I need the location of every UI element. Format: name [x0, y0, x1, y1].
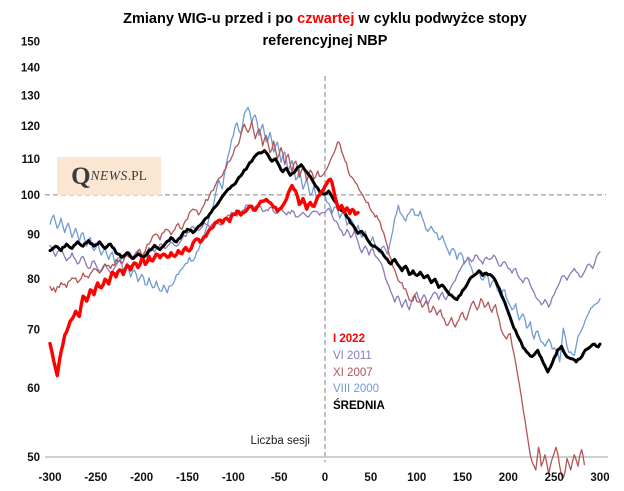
x-tick-label: 200 [499, 472, 518, 484]
series-srednia [48, 149, 602, 374]
x-tick-label: 0 [322, 472, 328, 484]
y-tick-label: 90 [27, 230, 40, 242]
x-tick-label: -250 [84, 472, 107, 484]
y-tick-label: 50 [27, 452, 40, 464]
legend-item-vi-2011: VI 2011 [333, 349, 372, 362]
watermark-pl: .PL [127, 168, 147, 183]
legend: I 2022 VI 2011 XI 2007 VIII 2000 ŚREDNIA [333, 331, 385, 415]
y-tick-label: 120 [21, 121, 40, 133]
y-tick-label: 70 [27, 325, 40, 337]
y-tick-label: 140 [21, 63, 40, 75]
watermark-news: NEWS [90, 168, 128, 183]
x-tick-label: -100 [222, 472, 245, 484]
watermark-q: Q [71, 162, 91, 190]
x-tick-label: 300 [590, 472, 609, 484]
legend-item-viii-2000: VIII 2000 [333, 383, 380, 396]
qnews-watermark: Q NEWS .PL [57, 157, 161, 195]
x-tick-label: 50 [364, 472, 377, 484]
legend-item-srednia: ŚREDNIA [333, 400, 385, 413]
chart-title: Zmiany WIG-u przed i po czwartej w cyklu… [26, 8, 624, 52]
x-tick-label: 100 [407, 472, 426, 484]
y-tick-label: 100 [21, 190, 40, 202]
y-tick-label: 60 [27, 383, 40, 395]
title-line2: referencyjnej NBP [262, 33, 388, 49]
series-viii-2000 [49, 106, 601, 363]
x-tick-label: 250 [545, 472, 564, 484]
series-xi-2007 [49, 120, 586, 479]
x-axis-title: Liczba sesji [250, 435, 310, 447]
y-tick-label: 110 [21, 154, 40, 166]
legend-item-xi-2007: XI 2007 [333, 366, 373, 379]
x-tick-label: -200 [130, 472, 153, 484]
title-highlight: czwartej [297, 11, 355, 27]
title-part1: Zmiany WIG-u przed i po [123, 11, 294, 27]
legend-item-i-2022: I 2022 [333, 333, 365, 345]
x-tick-label: -150 [176, 472, 199, 484]
x-tick-label: 150 [453, 472, 472, 484]
y-tick-label: 80 [27, 274, 40, 286]
y-tick-label: 130 [21, 91, 40, 103]
y-tick-label: 150 [21, 37, 40, 49]
x-tick-label: -50 [271, 472, 288, 484]
x-tick-label: -300 [38, 472, 61, 484]
title-part2: w cyklu podwyżce stopy [358, 11, 527, 27]
series-i-2022 [48, 177, 360, 378]
